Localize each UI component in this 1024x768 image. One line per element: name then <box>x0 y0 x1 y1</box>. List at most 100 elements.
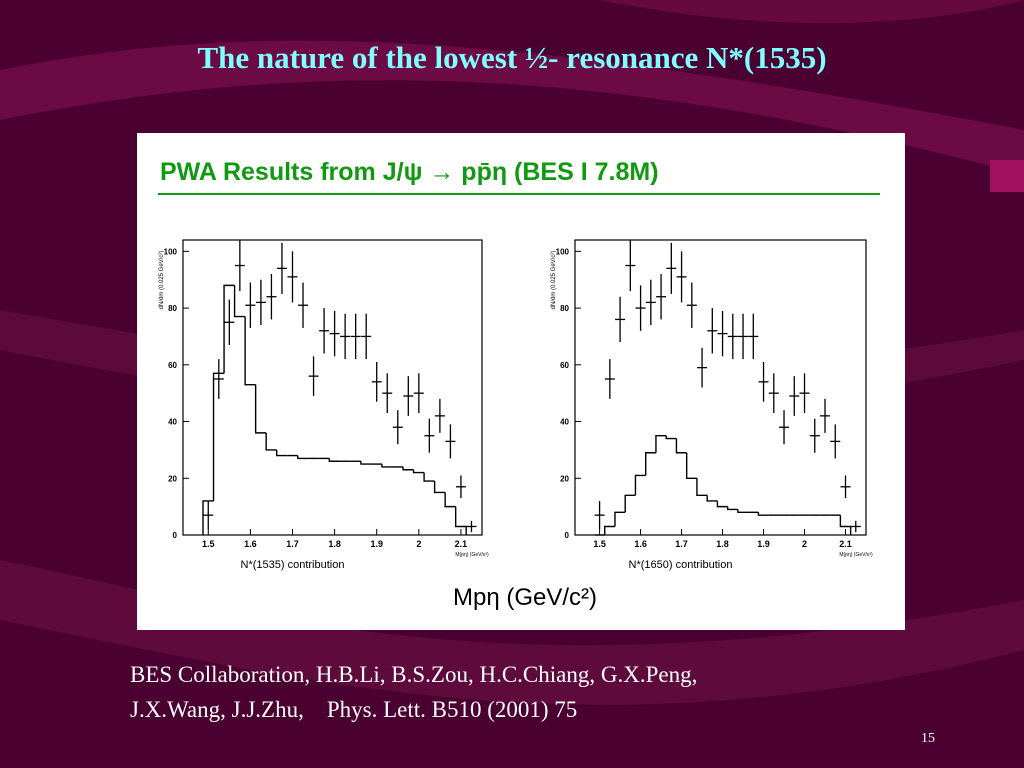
data-point <box>727 313 738 360</box>
data-point <box>466 520 477 533</box>
data-point <box>203 500 214 530</box>
citation: BES Collaboration, H.B.Li, B.S.Zou, H.C.… <box>130 662 697 687</box>
histogram-bin <box>360 461 372 465</box>
swoosh <box>0 40 1024 176</box>
histogram-bin <box>423 472 435 482</box>
y-tick-label: 20 <box>168 474 177 483</box>
histogram-bin <box>454 506 467 535</box>
y-tick-label: 60 <box>168 361 177 370</box>
data-point <box>371 361 382 402</box>
data-point <box>604 359 615 399</box>
data-point <box>738 313 749 360</box>
histogram-bin <box>706 495 718 502</box>
y-tick-label: 0 <box>173 531 178 540</box>
data-point <box>717 310 728 357</box>
x-tick-label: 1.8 <box>328 539 341 549</box>
histogram-bin <box>265 432 277 451</box>
data-point <box>758 361 769 402</box>
histogram-bin <box>624 494 636 513</box>
data-point <box>779 410 790 445</box>
data-point <box>748 313 759 360</box>
data-point <box>656 274 667 320</box>
x-tick-label: 1.6 <box>634 539 647 549</box>
data-point <box>799 373 810 414</box>
swoosh <box>0 560 1024 705</box>
y-tick-label: 40 <box>560 418 569 427</box>
data-point <box>340 313 351 360</box>
data-point <box>224 299 235 345</box>
data-point <box>434 398 445 433</box>
plot-frame <box>182 239 483 536</box>
data-point <box>234 240 245 292</box>
data-point <box>382 373 393 414</box>
data-point <box>276 242 287 294</box>
histogram-bin <box>665 435 677 440</box>
data-point <box>392 410 403 445</box>
data-point <box>820 398 831 433</box>
histogram-bin <box>202 500 214 535</box>
slide-title: The nature of the lowest ½- resonance N*… <box>197 40 826 75</box>
y-tick-label: 80 <box>560 304 569 313</box>
data-point <box>255 279 266 326</box>
plot: 0 20 40 60 80 100 1.5 1.6 1.7 1.8 1.9 2 2.1 N*(1535) … <box>159 239 489 571</box>
x-label: N*(1650) contribution <box>629 559 733 571</box>
data-point <box>676 251 687 303</box>
y-tick-label: 100 <box>164 247 178 256</box>
x-tick-label: 2.1 <box>839 539 852 549</box>
data-point <box>666 242 677 294</box>
histogram-bin <box>276 449 288 457</box>
x-tick-label: 2 <box>416 539 421 549</box>
plot-frame <box>574 239 867 536</box>
histogram-bin <box>402 466 414 471</box>
page-number: 15 <box>921 731 935 746</box>
y-tick-label: 100 <box>556 247 570 256</box>
histogram-bin <box>675 438 687 454</box>
data-point <box>697 347 708 388</box>
figure-heading: PWA Results from J/ψ → pp̄η (BES I 7.8M) <box>160 158 659 186</box>
histogram-bin <box>328 458 340 462</box>
data-point <box>266 274 277 320</box>
x-tick-label: 1.7 <box>286 539 299 549</box>
data-point <box>361 313 372 360</box>
histogram-bin <box>444 492 456 508</box>
x-tick-label: 2.1 <box>455 539 468 549</box>
data-point <box>707 308 718 354</box>
data-point <box>424 418 435 453</box>
histogram-bin <box>757 512 769 516</box>
data-point <box>809 418 820 453</box>
citation: J.X.Wang, J.J.Zhu, Phys. Lett. B510 (200… <box>130 697 577 722</box>
histogram-bin <box>604 525 615 535</box>
histogram-bin <box>254 384 267 434</box>
y-label: dN/dm (0.025 GeV/c²) <box>551 251 557 310</box>
data-point <box>213 359 224 399</box>
x-unit: M(pη) (GeV/c²) <box>839 552 873 558</box>
histogram-bin <box>726 506 738 511</box>
data-point <box>625 240 636 292</box>
data-point <box>615 296 626 343</box>
x-tick-label: 1.5 <box>202 539 215 549</box>
histogram-bin <box>233 285 246 318</box>
histogram-bin <box>737 509 749 514</box>
x-unit: M(pη) (GeV/c²) <box>455 552 489 558</box>
histogram-bin <box>412 469 425 474</box>
x-tick-label: 1.9 <box>370 539 383 549</box>
histogram-bin <box>696 478 708 496</box>
data-point <box>850 520 861 533</box>
y-tick-label: 60 <box>560 361 569 370</box>
histogram-bin <box>297 455 309 460</box>
data-point <box>298 282 309 328</box>
x-tick-label: 1.7 <box>675 539 688 549</box>
y-tick-label: 80 <box>168 304 177 313</box>
data-point <box>308 356 319 397</box>
histogram-bin <box>614 511 626 527</box>
data-point <box>455 475 466 499</box>
data-point <box>319 308 330 354</box>
data-point <box>350 313 361 360</box>
data-point <box>403 376 414 416</box>
data-point <box>768 373 779 414</box>
data-point <box>594 500 605 530</box>
x-tick-label: 1.5 <box>593 539 606 549</box>
data-point <box>287 251 298 303</box>
data-point <box>245 282 256 328</box>
data-point <box>830 424 841 459</box>
